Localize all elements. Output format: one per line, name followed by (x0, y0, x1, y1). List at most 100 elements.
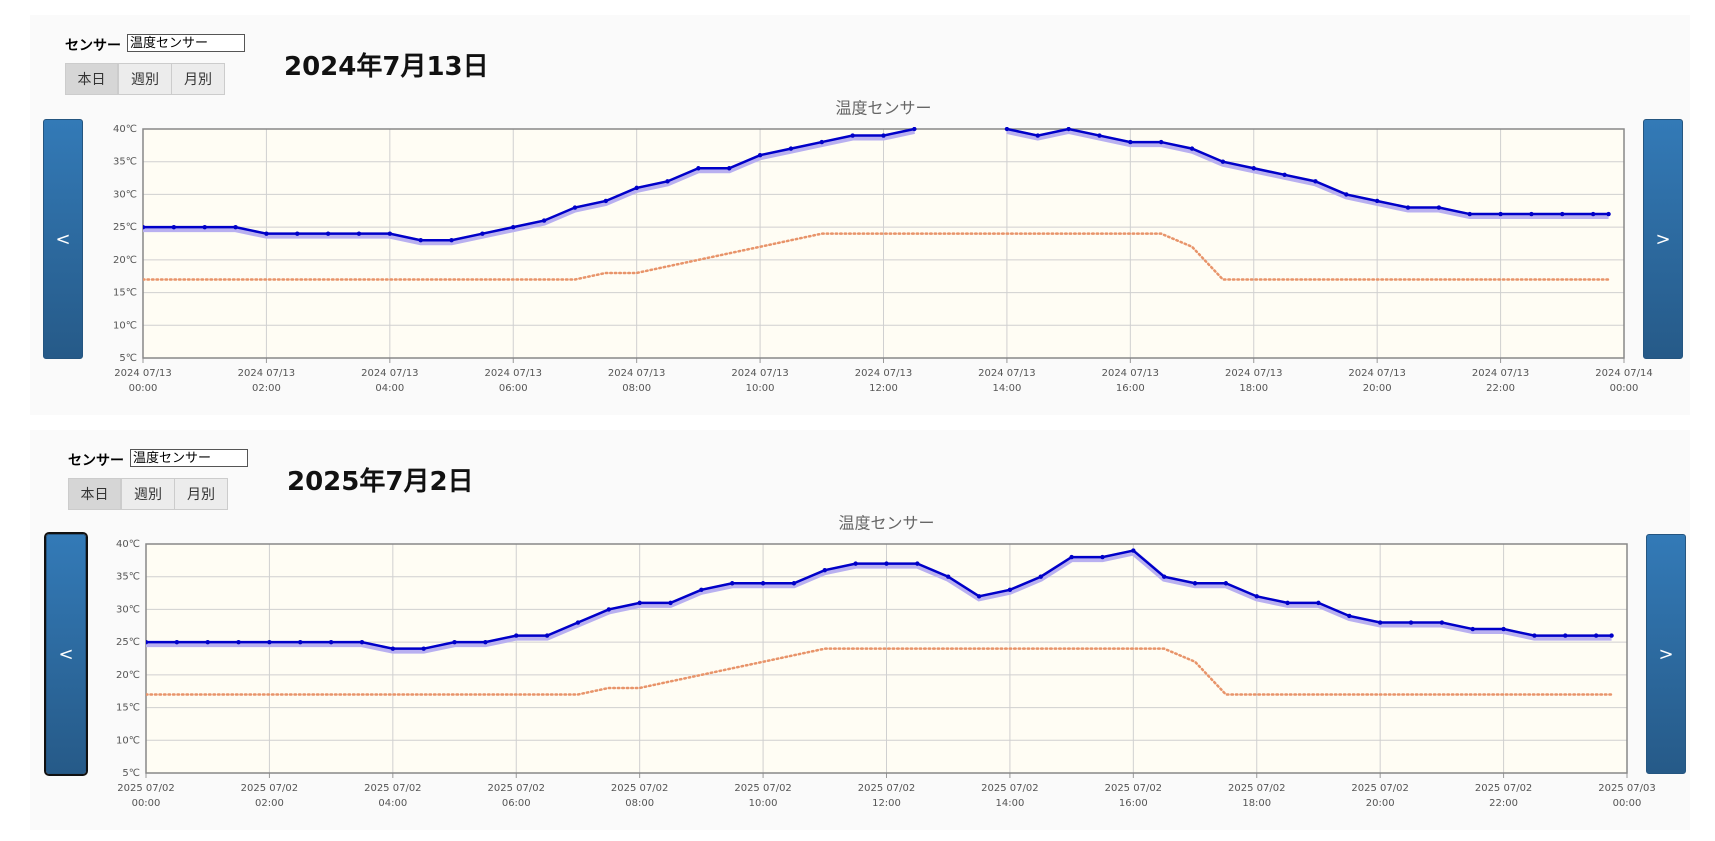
date-heading: 2024年7月13日 (284, 52, 489, 82)
x-tick-label: 2025 07/02 12:00 (857, 783, 916, 809)
y-tick-label: 40℃ (113, 124, 137, 135)
data-point (298, 639, 303, 645)
x-tick-label: 2025 07/03 00:00 (1598, 783, 1656, 809)
y-tick-label: 30℃ (116, 604, 140, 615)
data-point (264, 231, 269, 236)
data-point (912, 127, 917, 132)
data-point (575, 620, 581, 625)
chart-wrap: 温度センサー 5℃ 10℃ 15℃ 20℃ 25℃ 30℃ 35℃ 40℃ (30, 430, 1690, 834)
chart: 温度センサー 5℃ 10℃ 15℃ 20℃ 25℃ 30℃ 35℃ 40℃ (113, 99, 1625, 364)
x-tick-label: 2025 07/02 18:00 (1228, 783, 1286, 809)
x-tick-label: 2024 07/13 02:00 (237, 368, 296, 394)
data-point (850, 133, 855, 138)
data-point (1563, 633, 1568, 638)
data-point (1347, 613, 1352, 619)
data-point (421, 646, 426, 651)
data-point (480, 231, 485, 236)
data-point (544, 633, 550, 638)
data-point (1066, 127, 1071, 132)
data-point (634, 185, 639, 191)
x-tick-label: 2025 07/02 02:00 (240, 783, 299, 809)
data-point (1004, 127, 1010, 132)
data-point (1344, 192, 1349, 197)
data-point (884, 561, 889, 566)
y-tick-label: 25℃ (116, 637, 140, 648)
data-point (946, 574, 951, 579)
x-tick-label: 2025 07/02 00:00 (117, 783, 175, 809)
data-point (1223, 581, 1229, 586)
next-button[interactable]: > (1643, 119, 1683, 359)
data-point (359, 639, 365, 645)
y-tick-label: 5℃ (122, 768, 140, 779)
plot-border (142, 128, 1625, 359)
data-point (1128, 139, 1133, 145)
data-point (665, 179, 670, 184)
data-point (1158, 139, 1164, 145)
data-point (1220, 159, 1226, 164)
panel: センサー 温度センサー 本日 週別 月別 2024年7月13日 < > 温度センサー 5℃ 10℃ 1… (30, 15, 1690, 415)
tab-button[interactable]: 週別 (121, 478, 175, 510)
data-point (637, 600, 642, 606)
x-tick-label: 2025 07/02 04:00 (364, 783, 422, 809)
tab-button[interactable]: 月別 (174, 478, 228, 510)
data-point (1374, 198, 1380, 204)
data-point (1131, 548, 1136, 553)
data-point (514, 633, 519, 638)
data-point (822, 567, 827, 573)
panel: センサー 温度センサー 本日 週別 月別 2025年7月2日 < > 温度センサー 5℃ 10℃ 15… (30, 430, 1690, 830)
data-point (483, 639, 488, 645)
data-point (1405, 205, 1411, 210)
tab-button[interactable]: 本日 (65, 63, 118, 95)
data-point (1606, 211, 1611, 217)
sensor-select[interactable]: 温度センサー (127, 34, 245, 52)
tab-button[interactable]: 週別 (118, 63, 172, 95)
y-tick-label: 15℃ (116, 703, 140, 714)
chart-wrap: 温度センサー 5℃ 10℃ 15℃ 20℃ 25℃ 30℃ 35℃ 40℃ (30, 15, 1690, 419)
data-point (1251, 166, 1256, 171)
y-tick-label: 35℃ (113, 157, 137, 168)
tab-button[interactable]: 月別 (171, 63, 225, 95)
data-point (730, 581, 735, 586)
data-point (668, 600, 673, 606)
data-point (171, 224, 177, 230)
sensor-select[interactable]: 温度センサー (130, 449, 248, 467)
prev-button[interactable]: < (44, 532, 88, 776)
data-point (1609, 633, 1614, 638)
data-point (696, 166, 701, 171)
tab-button[interactable]: 本日 (68, 478, 121, 510)
data-point (819, 139, 824, 145)
y-tick-label: 10℃ (116, 735, 140, 746)
data-point (1285, 600, 1290, 606)
x-tick-label: 2024 07/14 00:00 (1595, 368, 1653, 394)
y-tick-label: 20℃ (113, 255, 137, 266)
next-button[interactable]: > (1646, 534, 1686, 774)
x-tick-label: 2025 07/02 16:00 (1104, 783, 1163, 809)
data-point (1439, 620, 1445, 625)
data-point (760, 581, 766, 586)
data-point (699, 587, 704, 592)
chart: 温度センサー 5℃ 10℃ 15℃ 20℃ 25℃ 30℃ 35℃ 40℃ (116, 514, 1628, 779)
x-tick-label: 2024 07/13 00:00 (114, 368, 172, 394)
data-point (727, 166, 732, 171)
data-point (390, 646, 396, 651)
data-point (295, 231, 300, 236)
data-point (1408, 620, 1414, 625)
data-point (1100, 554, 1105, 560)
data-point (356, 231, 362, 236)
data-point (853, 561, 858, 566)
data-point (1192, 581, 1198, 586)
date-heading: 2025年7月2日 (287, 467, 474, 497)
sensor-label: センサー (68, 453, 124, 469)
data-point (1007, 587, 1013, 592)
data-point (541, 218, 547, 223)
data-point (791, 581, 797, 586)
data-point (1038, 574, 1043, 579)
data-point (1254, 594, 1259, 599)
x-tick-label: 2024 07/13 12:00 (854, 368, 913, 394)
data-point (1560, 211, 1565, 217)
prev-button[interactable]: < (43, 119, 83, 359)
data-point (976, 594, 982, 599)
data-point (325, 231, 331, 236)
data-point (174, 639, 180, 645)
data-point (1377, 620, 1383, 625)
